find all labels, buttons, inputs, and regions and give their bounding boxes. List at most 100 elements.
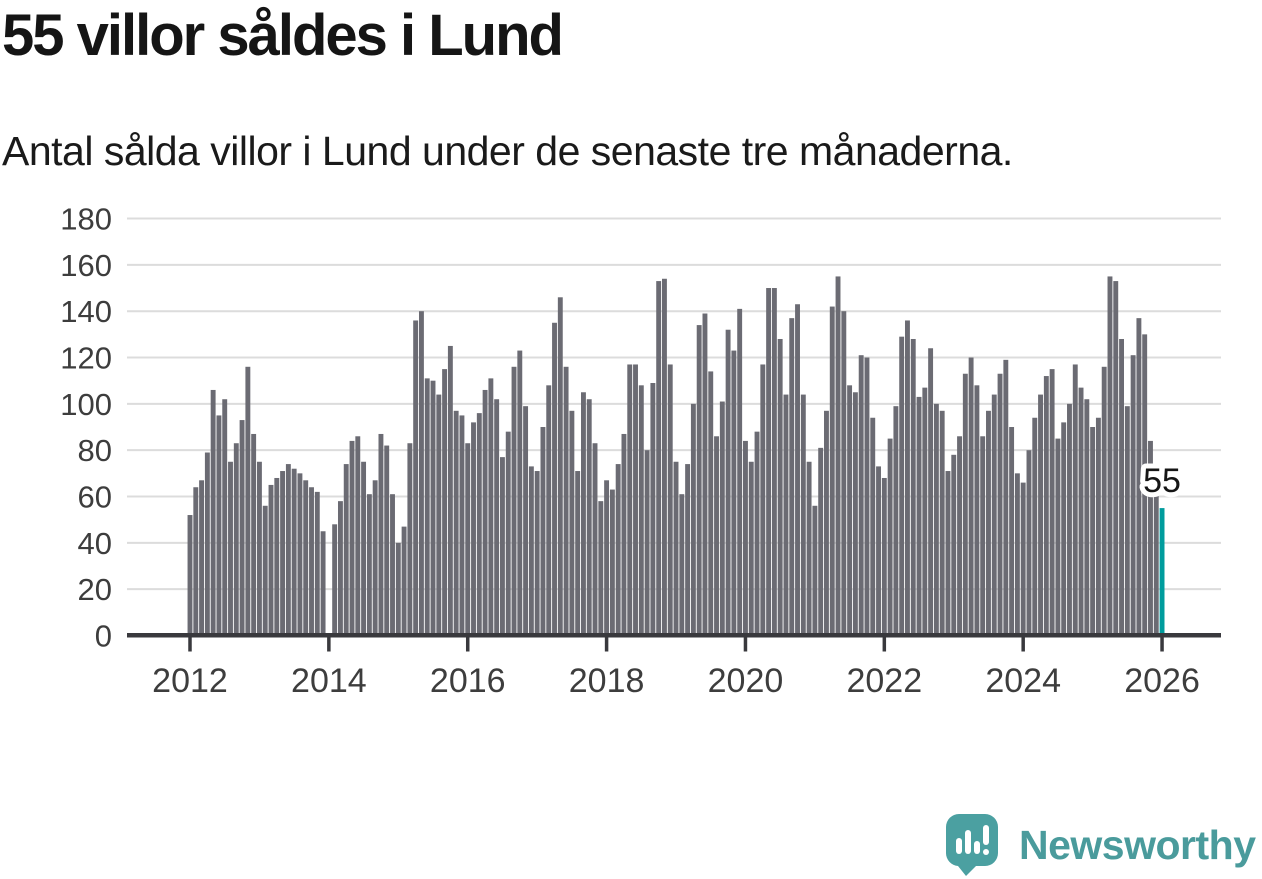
bar (280, 471, 286, 638)
bar (199, 480, 205, 638)
bar (366, 494, 372, 638)
bar (864, 357, 870, 638)
bar (430, 380, 436, 638)
bar (222, 399, 228, 638)
bar (986, 410, 991, 638)
bar (928, 348, 934, 638)
newsworthy-chart-bubble-icon (946, 814, 998, 876)
bar (303, 480, 309, 638)
bar (395, 542, 401, 638)
bar (615, 464, 621, 638)
bar (696, 325, 702, 638)
bar (945, 471, 951, 638)
bar (743, 440, 748, 638)
bar (957, 436, 962, 638)
bar (783, 394, 789, 638)
bar (1095, 417, 1101, 638)
x-axis-tick-label: 2014 (291, 662, 367, 700)
bar (604, 480, 610, 638)
bar (841, 311, 847, 638)
bar (922, 387, 928, 638)
bar (609, 489, 615, 638)
bar (852, 392, 858, 638)
x-axis-tick-label: 2026 (1124, 662, 1200, 700)
chart-title: 55 villor såldes i Lund (2, 3, 564, 68)
bar (818, 447, 824, 638)
bar (933, 403, 939, 638)
bar (1055, 438, 1061, 638)
bar (690, 403, 696, 638)
bar (552, 322, 557, 638)
bar (1148, 440, 1153, 638)
y-axis-tick-label: 160 (60, 248, 112, 283)
x-axis-tick-label: 2024 (985, 662, 1061, 700)
bar (806, 461, 812, 638)
bar (760, 364, 766, 638)
x-axis-tick-label: 2016 (430, 662, 506, 700)
bar (835, 276, 841, 638)
bar (1072, 364, 1078, 638)
bar (876, 466, 881, 638)
bar (193, 487, 199, 638)
y-axis-tick-label: 100 (60, 387, 112, 422)
y-axis-tick-label: 140 (60, 294, 112, 329)
bar (413, 320, 419, 638)
bar (1032, 417, 1038, 638)
bar (482, 389, 488, 638)
bar (1119, 338, 1124, 638)
bar (534, 471, 540, 638)
bar (714, 436, 719, 638)
bar (777, 338, 783, 638)
x-axis-tick-label: 2020 (708, 662, 784, 700)
bar (980, 436, 986, 638)
x-axis-tick (743, 637, 748, 652)
x-axis-tick (604, 637, 609, 652)
bar (1020, 482, 1026, 638)
y-axis-tick-label: 180 (60, 202, 112, 237)
bar (378, 433, 384, 638)
bar (465, 443, 471, 638)
bar (592, 443, 598, 638)
bar (789, 318, 795, 638)
bar (627, 364, 633, 638)
y-axis-tick-label: 0 (95, 619, 112, 654)
bar (1009, 427, 1015, 638)
x-axis-tick (465, 637, 470, 652)
bar (771, 288, 777, 638)
x-axis-line (127, 633, 1221, 638)
bar (239, 420, 245, 638)
bar (424, 378, 430, 638)
bar (291, 468, 297, 638)
bar (488, 378, 494, 638)
bar (887, 438, 893, 638)
bar (829, 306, 835, 638)
bar (471, 422, 476, 638)
bar (1003, 359, 1009, 638)
bar (1113, 281, 1119, 638)
bar (575, 471, 581, 638)
x-axis-tick-label: 2012 (152, 662, 228, 700)
bar (685, 464, 691, 638)
bar (581, 392, 586, 638)
bar (523, 406, 529, 638)
bar (511, 366, 517, 638)
bar (754, 431, 760, 638)
bar (586, 399, 592, 638)
bar (384, 445, 390, 638)
bar (372, 480, 378, 638)
bar (662, 278, 667, 638)
bar (1084, 399, 1090, 638)
bar (910, 338, 916, 638)
bar (870, 417, 876, 638)
bar (499, 457, 505, 638)
newsworthy-logo-text: Newsworthy (1019, 821, 1256, 868)
bar (256, 461, 262, 638)
bar (1061, 422, 1067, 638)
x-axis-tick (188, 637, 192, 652)
x-axis-tick (882, 637, 887, 652)
bar (702, 313, 708, 638)
bar (679, 494, 685, 638)
bar (673, 461, 679, 638)
